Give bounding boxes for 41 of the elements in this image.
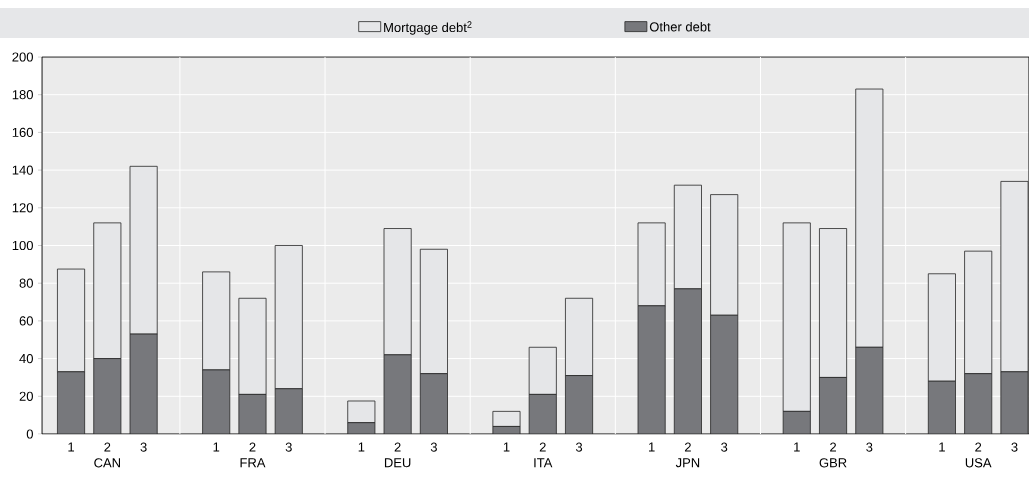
x-tick-label: 2 [684, 442, 691, 452]
y-tick-label: 100 [12, 240, 33, 251]
x-tick-label: 2 [830, 442, 836, 452]
x-tick-label: 1 [794, 442, 800, 452]
x-tick-label: 3 [575, 442, 583, 452]
y-tick-label: 60 [19, 316, 33, 326]
legend-label: Other debt [649, 21, 711, 32]
y-tick-label: 40 [19, 353, 33, 364]
text: ITA [534, 458, 553, 468]
y-tick-label: 120 [12, 203, 33, 213]
y-tick-label: 0 [26, 429, 33, 439]
x-tick-label: 3 [866, 442, 873, 452]
legend-label: Mortgage debt$^{2}$ [384, 21, 472, 35]
text: CAN [94, 458, 120, 468]
x-tick-label: 1 [648, 442, 655, 452]
text: GBR [819, 458, 847, 468]
x-tick-label: 3 [1011, 442, 1018, 452]
x-tick-label: 2 [394, 442, 401, 452]
y-tick-label: 20 [19, 391, 33, 401]
x-tick-label: 3 [285, 442, 292, 452]
x-tick-label: 1 [213, 442, 220, 452]
x-tick-label: 2 [539, 442, 546, 452]
text: USA [965, 458, 992, 468]
text: FRA [240, 458, 266, 468]
x-tick-label: 3 [140, 442, 147, 452]
y-tick-label: 140 [12, 165, 33, 175]
y-tick-label: 160 [12, 127, 33, 137]
text: DEU [384, 458, 411, 468]
x-tick-label: 3 [721, 442, 728, 452]
x-tick-label: 1 [939, 442, 945, 452]
text: JPN [675, 458, 700, 468]
x-tick-label: 2 [249, 442, 256, 452]
x-tick-label: 2 [104, 442, 111, 452]
x-tick-label: 3 [430, 442, 437, 452]
x-tick-label: 2 [975, 442, 982, 452]
x-tick-label: 1 [358, 442, 365, 452]
y-tick-label: 80 [19, 278, 33, 288]
x-tick-label: 1 [503, 442, 510, 452]
y-tick-label: 180 [12, 90, 33, 100]
x-tick-label: 1 [68, 442, 75, 452]
y-tick-label: 200 [12, 52, 33, 62]
